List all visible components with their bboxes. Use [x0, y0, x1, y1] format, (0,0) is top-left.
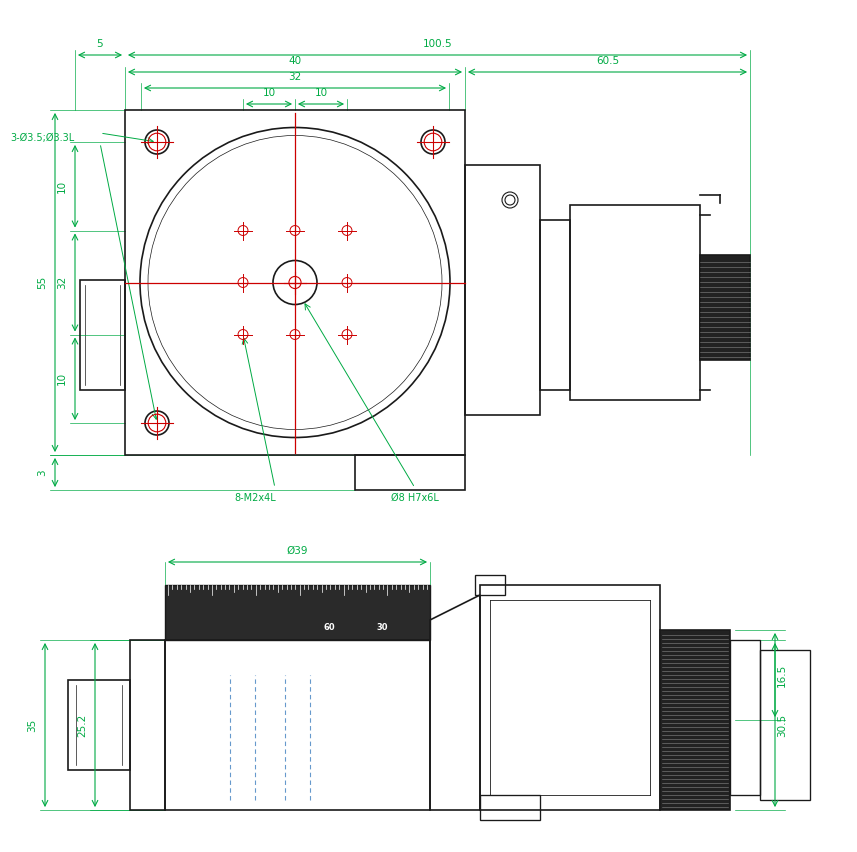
Bar	[730, 640, 760, 795]
Text: 32: 32	[57, 276, 67, 289]
Text: 60.5: 60.5	[596, 56, 619, 66]
Bar	[465, 165, 540, 415]
Text: 35: 35	[27, 718, 37, 732]
Bar	[660, 630, 730, 810]
Text: 55: 55	[37, 276, 47, 289]
Text: 8-M2x4L: 8-M2x4L	[234, 493, 276, 503]
Text: Ø39: Ø39	[287, 546, 309, 556]
Bar	[760, 650, 810, 800]
Bar	[125, 110, 465, 455]
Text: 10: 10	[57, 180, 67, 193]
Text: 30.5: 30.5	[777, 713, 787, 737]
Text: Ø8 H7x6L: Ø8 H7x6L	[391, 493, 439, 503]
Text: 5: 5	[97, 39, 104, 49]
Bar	[475, 575, 505, 595]
Text: 40: 40	[289, 56, 302, 66]
Bar	[165, 640, 430, 810]
Text: 32: 32	[288, 72, 302, 82]
Bar	[540, 220, 570, 390]
Text: 16.5: 16.5	[777, 664, 787, 687]
Bar	[480, 795, 540, 820]
Text: 60: 60	[323, 624, 335, 632]
Text: 10: 10	[315, 88, 327, 98]
Bar	[480, 585, 660, 810]
Text: 100.5: 100.5	[423, 39, 452, 49]
Text: 10: 10	[262, 88, 276, 98]
Bar	[130, 640, 165, 810]
Text: 3: 3	[37, 469, 47, 475]
Bar	[80, 280, 125, 390]
Bar	[165, 585, 430, 640]
Text: 3-Ø3.5;Ø3.3L: 3-Ø3.5;Ø3.3L	[10, 133, 75, 143]
Bar	[570, 205, 700, 400]
Text: 25.2: 25.2	[77, 713, 87, 737]
Text: 30: 30	[376, 624, 388, 632]
Bar	[68, 680, 130, 770]
Bar	[700, 255, 750, 360]
Bar	[355, 455, 465, 490]
Text: 10: 10	[57, 372, 67, 385]
